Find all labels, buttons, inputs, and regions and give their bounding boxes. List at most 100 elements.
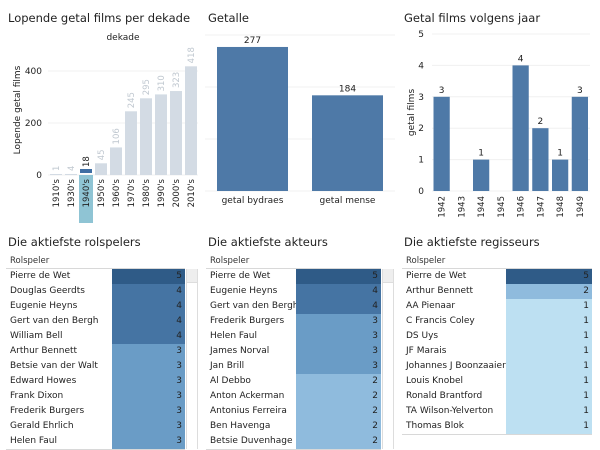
table-row[interactable]: Arthur Bennett 2: [402, 284, 592, 299]
table-row[interactable]: Al Debbo 2: [206, 374, 381, 389]
row-name: Ben Havenga: [210, 421, 271, 431]
table-row[interactable]: TA Wilson-Yelverton 1: [402, 404, 592, 419]
table-row[interactable]: Frank Dixon 3: [6, 389, 185, 404]
roleplayers-title: Die aktiefste rolspelers: [8, 235, 141, 249]
table-row[interactable]: Johannes J Boonzaaier 1: [402, 359, 592, 374]
data-label: 418: [187, 47, 197, 63]
row-value: 3: [112, 359, 185, 374]
x-tick-label[interactable]: getal mense: [320, 196, 376, 206]
table-row[interactable]: Pierre de Wet 5: [402, 269, 592, 284]
x-tick-label[interactable]: 1943: [457, 196, 467, 218]
x-tick-label[interactable]: 2000's: [172, 178, 182, 207]
bar-1970's[interactable]: [125, 111, 137, 175]
bar-1942[interactable]: [433, 96, 450, 191]
bar-1950's[interactable]: [95, 163, 107, 175]
table-row[interactable]: Pierre de Wet 5: [6, 269, 185, 284]
data-label: 106: [112, 128, 122, 144]
bar-1948[interactable]: [552, 159, 569, 191]
x-tick-label[interactable]: 1910's: [52, 178, 62, 207]
x-tick-label[interactable]: 1930's: [67, 178, 77, 207]
table-row[interactable]: C Francis Coley 1: [402, 314, 592, 329]
x-tick-label[interactable]: 1950's: [97, 178, 107, 207]
table-row[interactable]: Antonius Ferreira 2: [206, 404, 381, 419]
counts-chart-panel: Getalle 277 getal bydraes 184 getal mense: [200, 0, 400, 225]
table-row[interactable]: DS Uys 1: [402, 329, 592, 344]
table-row[interactable]: Helen Faul 3: [206, 329, 381, 344]
bar-1946[interactable]: [512, 65, 529, 191]
x-tick-label[interactable]: 1980's: [142, 178, 152, 207]
table-row[interactable]: Edward Howes 3: [6, 374, 185, 389]
scrollbar-thumb[interactable]: [383, 269, 393, 283]
bar-getal-mense[interactable]: [312, 95, 383, 191]
table-row[interactable]: Gert van den Bergh 4: [6, 314, 185, 329]
row-name: Johannes J Boonzaaier: [406, 361, 506, 371]
row-value: 5: [296, 269, 381, 284]
table-row[interactable]: Jan Brill 3: [206, 359, 381, 374]
x-tick-label[interactable]: 1946: [517, 196, 527, 218]
bar-getal-bydraes[interactable]: [217, 46, 288, 192]
table-row[interactable]: Arthur Bennett 3: [6, 344, 185, 359]
table-row[interactable]: Eugenie Heyns 4: [6, 299, 185, 314]
row-value: 3: [296, 344, 381, 359]
table-row[interactable]: Pierre de Wet 5: [206, 269, 381, 284]
x-tick-label[interactable]: 1945: [497, 196, 507, 218]
table-row[interactable]: Eugenie Heyns 4: [206, 284, 381, 299]
x-tick-label[interactable]: getal bydraes: [222, 196, 284, 206]
bar-1910's[interactable]: [50, 174, 62, 175]
table-row[interactable]: Anton Ackerman 2: [206, 389, 381, 404]
x-tick-label[interactable]: 1940's: [82, 178, 92, 207]
x-tick-label[interactable]: 1970's: [127, 178, 137, 207]
bar-1960's[interactable]: [110, 147, 122, 175]
x-tick-label[interactable]: 1949: [576, 196, 586, 218]
scrollbar-thumb[interactable]: [187, 269, 197, 283]
row-name: Frederik Burgers: [210, 316, 285, 326]
x-tick-label[interactable]: 2010's: [187, 178, 197, 207]
column-header[interactable]: Rolspeler: [10, 256, 50, 266]
table-row[interactable]: Gert van den Bergh 4: [206, 299, 381, 314]
table-row[interactable]: Gerald Ehrlich 3: [6, 419, 185, 434]
row-name: Frank Dixon: [10, 391, 64, 401]
bar-1949[interactable]: [571, 96, 588, 191]
x-tick-label[interactable]: 1944: [477, 196, 487, 218]
x-tick-label[interactable]: 1942: [438, 196, 448, 218]
table-row[interactable]: JF Marais 1: [402, 344, 592, 359]
bar-1980's[interactable]: [140, 98, 152, 175]
table-row[interactable]: Thomas Blok 1: [402, 419, 592, 434]
row-value: 1: [506, 344, 592, 359]
bar-1990's[interactable]: [155, 94, 167, 175]
row-name: Ronald Brantford: [406, 391, 483, 401]
table-row[interactable]: William Bell 4: [6, 329, 185, 344]
table-row[interactable]: Ben Havenga 2: [206, 419, 381, 434]
bar-1947[interactable]: [532, 128, 549, 191]
row-value: 4: [296, 284, 381, 299]
y-tick-label: 200: [25, 119, 42, 129]
column-header[interactable]: Rolspeler: [210, 256, 250, 266]
row-value: 1: [506, 314, 592, 329]
table-row[interactable]: Frederik Burgers 3: [6, 404, 185, 419]
bar-1930's[interactable]: [65, 173, 77, 175]
table-row[interactable]: Betsie Duvenhage 2: [206, 434, 381, 449]
table-row[interactable]: Louis Knobel 1: [402, 374, 592, 389]
row-value: 2: [296, 434, 381, 449]
bar-1944[interactable]: [473, 159, 490, 191]
table-row[interactable]: Douglas Geerdts 4: [6, 284, 185, 299]
x-tick-label[interactable]: 1948: [556, 196, 566, 218]
bar-2010's[interactable]: [185, 66, 197, 175]
column-header[interactable]: Rolspeler: [406, 256, 446, 266]
scrollbar[interactable]: [382, 269, 394, 449]
table-row[interactable]: Frederik Burgers 3: [206, 314, 381, 329]
x-tick-label[interactable]: 1990's: [157, 178, 167, 207]
bar-2000's[interactable]: [170, 91, 182, 175]
table-row[interactable]: AA Pienaar 1: [402, 299, 592, 314]
selected-category-highlight[interactable]: [79, 175, 93, 223]
table-row[interactable]: Betsie van der Walt 3: [6, 359, 185, 374]
x-tick-label[interactable]: 1960's: [112, 178, 122, 207]
bar-1940's[interactable]: [80, 169, 92, 173]
row-name: Betsie van der Walt: [10, 361, 98, 371]
table-row[interactable]: James Norval 3: [206, 344, 381, 359]
row-name: JF Marais: [406, 346, 447, 356]
table-row[interactable]: Ronald Brantford 1: [402, 389, 592, 404]
scrollbar[interactable]: [186, 269, 198, 449]
x-tick-label[interactable]: 1947: [536, 196, 546, 218]
table-row[interactable]: Helen Faul 3: [6, 434, 185, 449]
